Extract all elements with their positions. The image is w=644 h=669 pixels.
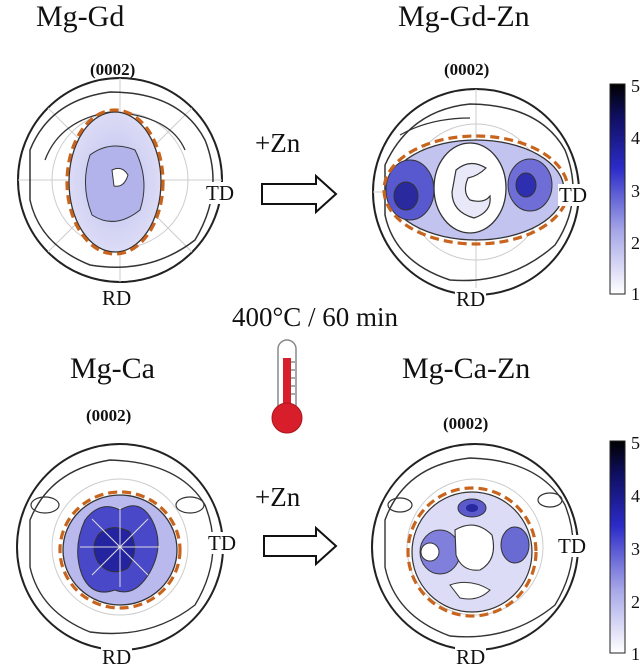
colorbar-bottom-tick-1: 1	[631, 644, 640, 664]
alloy-title-mg-ca: Mg-Ca	[70, 352, 155, 385]
colorbar-bottom-tick-2: 2	[631, 592, 640, 612]
colorbar-top-tick-5: 5	[631, 76, 640, 96]
td-label-mg-gd-zn: TD	[558, 183, 588, 207]
zn-label-top: +Zn	[255, 128, 301, 158]
rd-label-mg-gd-zn: RD	[455, 287, 487, 311]
colorbar-top-tick-4: 4	[631, 128, 640, 148]
colorbar-top-tick-2: 2	[631, 233, 640, 253]
plane-label-mg-gd: (0002)	[90, 60, 136, 79]
colorbar-bottom-tick-4: 4	[631, 486, 640, 506]
colorbar-top-tick-3: 3	[631, 181, 640, 201]
rd-label-mg-ca: RD	[101, 645, 133, 669]
td-label-mg-ca-zn: TD	[557, 534, 587, 558]
alloy-title-mg-gd: Mg-Gd	[36, 0, 125, 33]
colorbar-bottom-tick-5: 5	[631, 433, 640, 453]
rd-label-mg-ca-zn: RD	[455, 645, 487, 669]
td-label-mg-gd: TD	[205, 181, 235, 205]
plane-label-mg-ca: (0002)	[86, 406, 132, 425]
zn-label-bottom: +Zn	[255, 482, 301, 512]
td-label-mg-ca: TD	[207, 531, 237, 555]
plane-label-mg-gd-zn: (0002)	[444, 60, 490, 79]
colorbar-bottom-tick-3: 3	[631, 539, 640, 559]
rd-label-mg-gd: RD	[101, 286, 133, 310]
annealing-condition: 400°C / 60 min	[232, 302, 399, 332]
alloy-title-mg-ca-zn: Mg-Ca-Zn	[402, 352, 531, 385]
colorbar-top-tick-1: 1	[631, 284, 640, 304]
plane-label-mg-ca-zn: (0002)	[443, 414, 489, 433]
alloy-title-mg-gd-zn: Mg-Gd-Zn	[398, 0, 530, 33]
